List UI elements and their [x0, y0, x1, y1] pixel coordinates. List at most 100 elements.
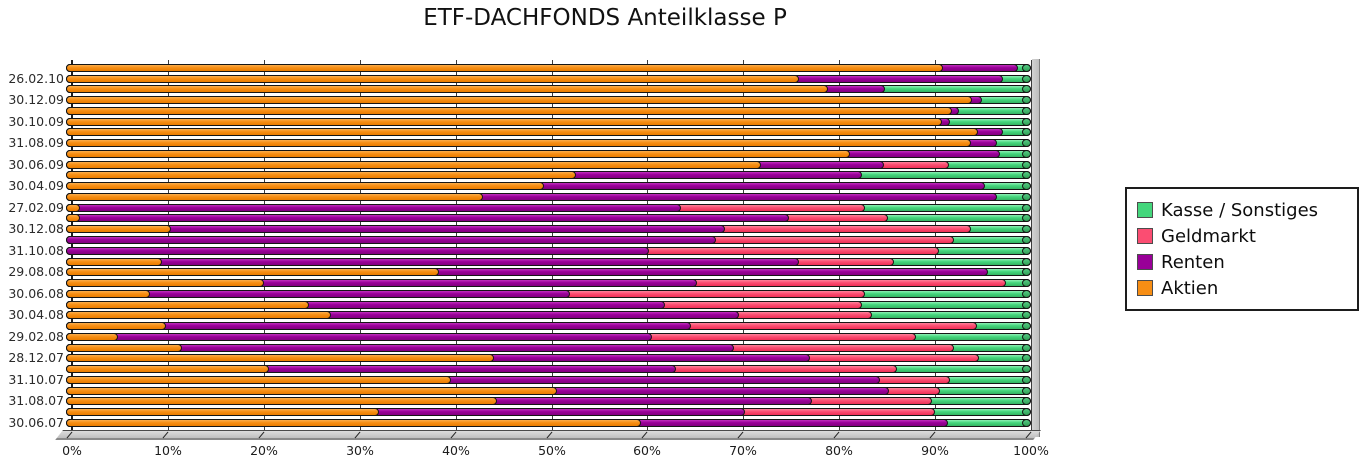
- bar-row: [66, 149, 1031, 158]
- legend-item: Geldmarkt: [1137, 223, 1349, 249]
- bar-row: [66, 171, 1031, 180]
- bar-row: [66, 375, 1031, 384]
- segment-aktien: [66, 289, 150, 298]
- y-tick-label: 31.10.07: [8, 371, 64, 387]
- legend-swatch-icon: [1137, 280, 1153, 296]
- segment-aktien: [66, 279, 264, 287]
- bar-row: [66, 418, 1031, 427]
- bar-row: [66, 343, 1031, 352]
- bar-end-cap: [1022, 192, 1031, 201]
- y-tick-label: 30.04.08: [8, 307, 64, 323]
- y-tick-label: 31.08.07: [8, 393, 64, 409]
- segment-renten: [66, 214, 790, 223]
- bar-row: [66, 322, 1031, 331]
- segment-aktien: [66, 365, 269, 374]
- bar-row: [66, 397, 1031, 406]
- gridline: [168, 60, 169, 430]
- bar-row: [66, 365, 1031, 374]
- segment-aktien: [66, 214, 80, 223]
- segment-aktien: [66, 332, 118, 341]
- gridline: [456, 60, 457, 430]
- legend-label: Aktien: [1161, 277, 1219, 299]
- bar-row: [66, 279, 1031, 287]
- bar-end-cap: [1022, 386, 1031, 395]
- segment-aktien: [66, 160, 761, 169]
- legend-label: Kasse / Sonstiges: [1161, 199, 1319, 221]
- plot-area: 0% 10% 20% 30% 40% 50% 60% 70% 80% 90% 100% 26.02.1…: [8, 59, 1049, 457]
- bar-row: [66, 386, 1031, 395]
- bar-end-cap: [1022, 343, 1031, 352]
- bar-end-cap: [1022, 375, 1031, 384]
- segment-aktien: [66, 322, 166, 331]
- bar-row: [66, 332, 1031, 341]
- bar-end-cap: [1022, 279, 1031, 287]
- y-tick-label: 27.02.09: [8, 199, 64, 215]
- bar-end-cap: [1022, 117, 1031, 126]
- bar-row: [66, 160, 1031, 169]
- bar-row: [66, 354, 1031, 363]
- bar-row: [66, 311, 1031, 320]
- segment-aktien: [66, 343, 183, 352]
- x-tick-label: 90%: [921, 443, 949, 458]
- segment-aktien: [66, 171, 577, 180]
- segment-aktien: [66, 375, 451, 384]
- segment-aktien: [66, 268, 440, 277]
- y-tick-label: 30.06.08: [8, 285, 64, 301]
- bar-row: [66, 85, 1031, 94]
- gridline: [839, 60, 840, 430]
- x-tick-label: 60%: [633, 443, 661, 458]
- x-tick-label: 50%: [538, 443, 566, 458]
- bar-end-cap: [1022, 96, 1031, 104]
- segment-aktien: [66, 386, 558, 395]
- legend-item: Aktien: [1137, 275, 1349, 301]
- bar-end-cap: [1022, 203, 1031, 212]
- plot-right-wall-3d: [1032, 59, 1040, 437]
- bar-end-cap: [1022, 322, 1031, 331]
- legend-label: Renten: [1161, 251, 1225, 273]
- x-tick-label: 40%: [442, 443, 470, 458]
- legend-item: Renten: [1137, 249, 1349, 275]
- bar-end-cap: [1022, 311, 1031, 320]
- bar-row: [66, 139, 1031, 148]
- segment-renten: [66, 203, 681, 212]
- segment-renten: [66, 235, 716, 244]
- bar-end-cap: [1022, 128, 1031, 137]
- bar-end-cap: [1022, 149, 1031, 158]
- gridline: [743, 60, 744, 430]
- bar-end-cap: [1022, 268, 1031, 277]
- bar-end-cap: [1022, 397, 1031, 406]
- x-tick-label: 80%: [825, 443, 853, 458]
- bar-row: [66, 214, 1031, 223]
- gridline: [264, 60, 265, 430]
- bar-end-cap: [1022, 225, 1031, 234]
- bar-row: [66, 63, 1031, 72]
- x-tick-label: 100%: [1013, 443, 1049, 458]
- bar-row: [66, 257, 1031, 266]
- y-tick-label: 30.04.09: [8, 178, 64, 194]
- gridline: [1031, 60, 1032, 430]
- bar-end-cap: [1022, 182, 1031, 191]
- segment-aktien: [66, 418, 641, 427]
- segment-aktien: [66, 225, 171, 234]
- segment-renten: [66, 332, 653, 341]
- bar-end-cap: [1022, 160, 1031, 169]
- bar-end-cap: [1022, 85, 1031, 94]
- bar-end-cap: [1022, 418, 1031, 427]
- bar-row: [66, 300, 1031, 309]
- bar-end-cap: [1022, 214, 1031, 223]
- bar-row: [66, 192, 1031, 201]
- segment-aktien: [66, 203, 80, 212]
- bar-row: [66, 106, 1031, 115]
- bar-end-cap: [1022, 354, 1031, 363]
- gridline: [647, 60, 648, 430]
- bar-row: [66, 128, 1031, 137]
- bar-row: [66, 235, 1031, 244]
- bar-end-cap: [1022, 257, 1031, 266]
- bar-row: [66, 117, 1031, 126]
- segment-aktien: [66, 74, 799, 83]
- segment-aktien: [66, 354, 494, 363]
- y-tick-label: 29.02.08: [8, 328, 64, 344]
- segment-aktien: [66, 85, 828, 94]
- bar-end-cap: [1022, 300, 1031, 309]
